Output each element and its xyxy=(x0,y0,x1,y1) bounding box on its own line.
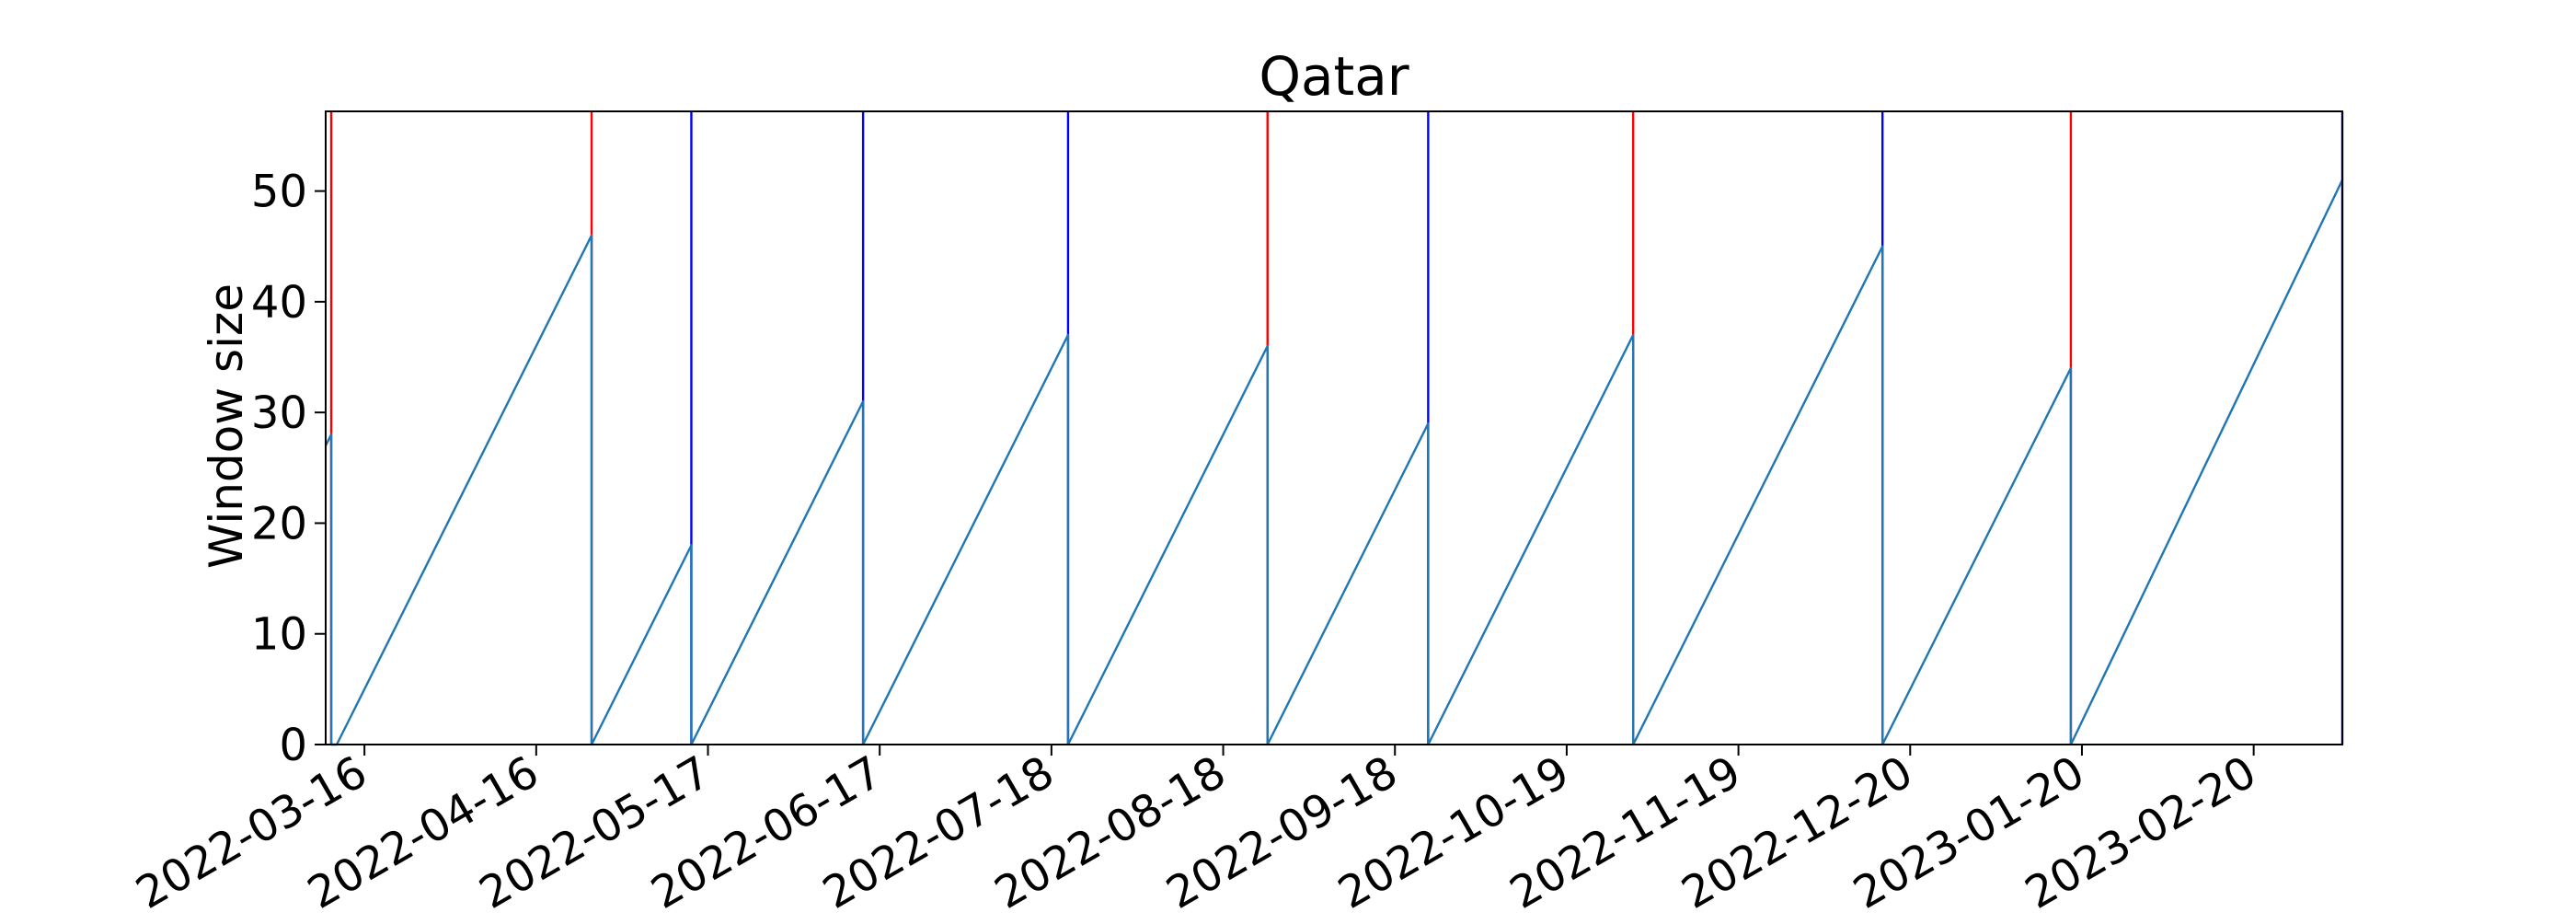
plot-frame xyxy=(325,110,2343,745)
y-tick-label-20: 20 xyxy=(251,498,307,549)
x-axis: 2022-03-162022-04-162022-05-172022-06-17… xyxy=(128,745,2265,919)
y-tick-label-40: 40 xyxy=(251,277,307,329)
y-axis: 0 10 20 30 40 50 xyxy=(251,167,326,771)
y-axis-label: Window size xyxy=(200,283,253,569)
y-tick-label-30: 30 xyxy=(251,387,307,439)
series-line-0 xyxy=(324,179,2344,746)
y-tick-label-0: 0 xyxy=(279,720,307,771)
y-tick-label-10: 10 xyxy=(251,609,307,661)
chart-title: Qatar xyxy=(1259,45,1409,108)
y-tick-label-50: 50 xyxy=(251,167,307,218)
series-layer xyxy=(324,179,2344,746)
